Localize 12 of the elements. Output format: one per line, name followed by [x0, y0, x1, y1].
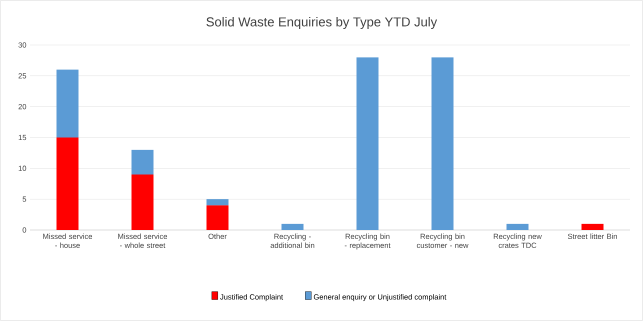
bar	[56, 138, 78, 230]
bar	[506, 224, 529, 230]
bar	[206, 205, 228, 230]
bar	[132, 150, 154, 174]
bar	[582, 224, 604, 230]
bar	[206, 199, 228, 206]
bar	[356, 57, 379, 230]
bar	[432, 57, 454, 230]
bar	[56, 70, 78, 138]
bar	[132, 174, 154, 230]
chart-title: Solid Waste Enquiries by Type YTD July	[206, 16, 438, 30]
bar	[282, 224, 304, 230]
